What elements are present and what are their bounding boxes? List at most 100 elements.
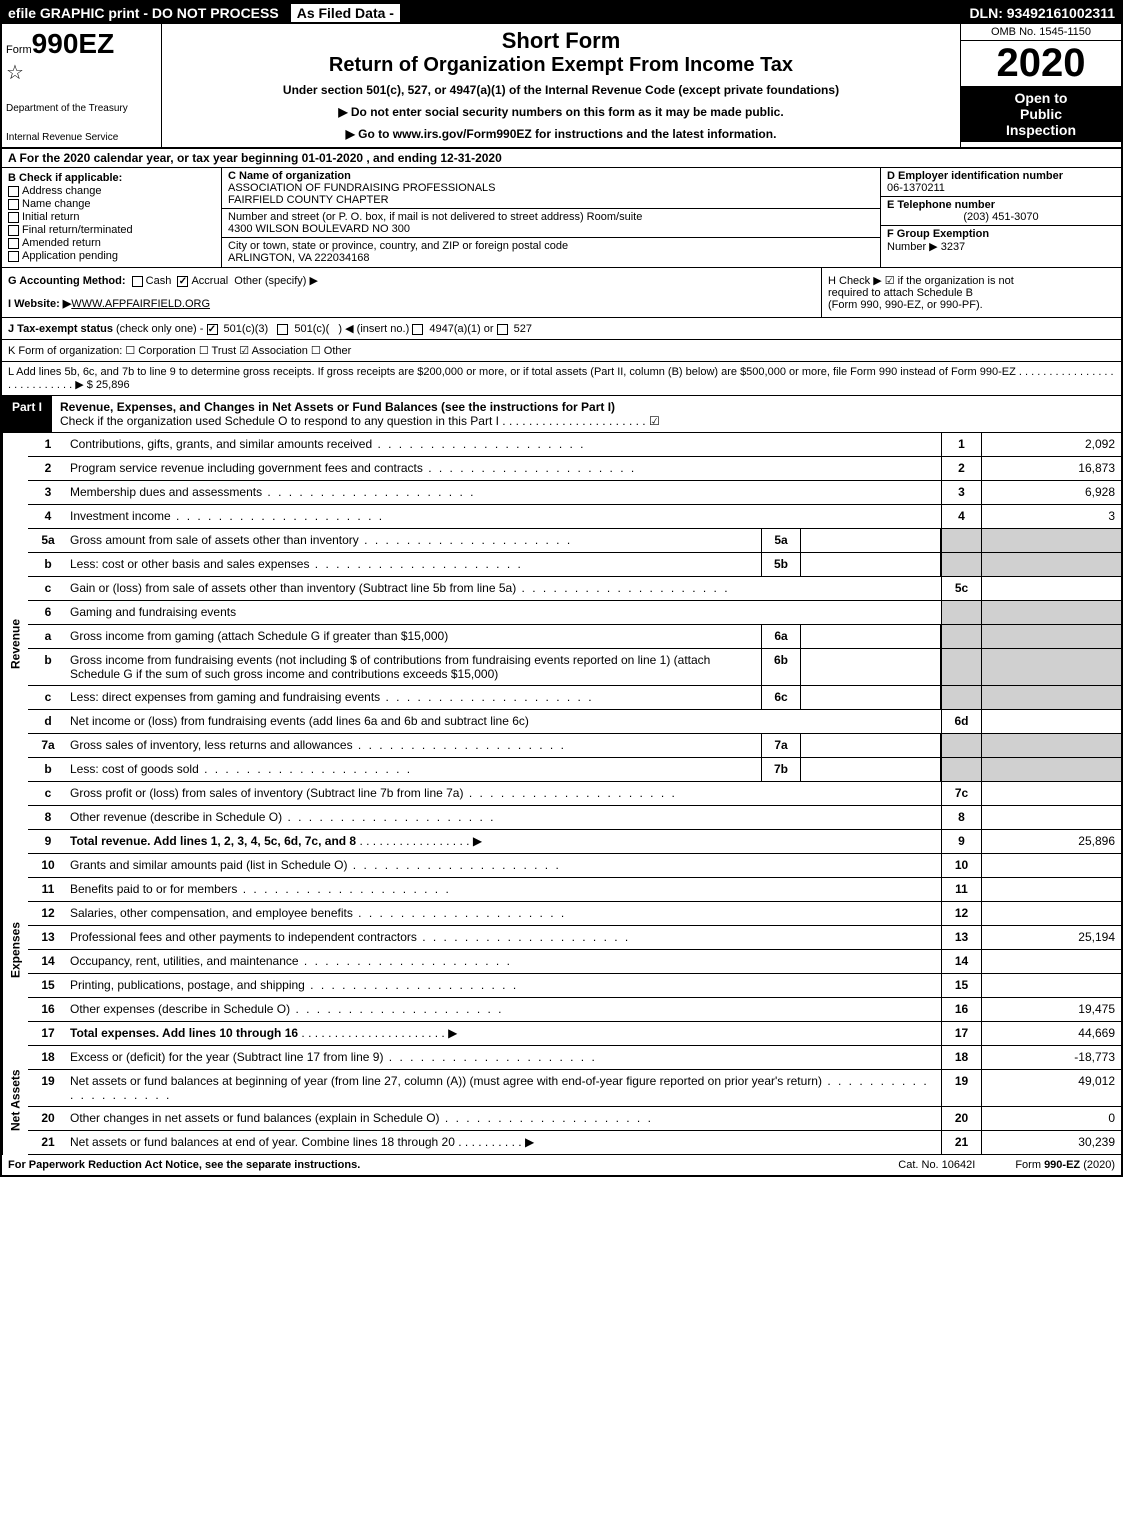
- dept-treasury: Department of the Treasury: [6, 103, 157, 114]
- c-city-cell: City or town, state or province, country…: [222, 238, 880, 266]
- form-page: efile GRAPHIC print - DO NOT PROCESS As …: [0, 0, 1123, 1177]
- line-6d: dNet income or (loss) from fundraising e…: [28, 710, 1121, 734]
- cb-pending[interactable]: Application pending: [8, 250, 215, 262]
- col-d: D Employer identification number 06-1370…: [881, 168, 1121, 267]
- line-6a: aGross income from gaming (attach Schedu…: [28, 625, 1121, 649]
- org-name-1: ASSOCIATION OF FUNDRAISING PROFESSIONALS: [228, 182, 874, 194]
- line-2: 2Program service revenue including gover…: [28, 457, 1121, 481]
- c-street-label: Number and street (or P. O. box, if mail…: [228, 211, 874, 223]
- cb-name[interactable]: Name change: [8, 198, 215, 210]
- open-line1: Open to: [965, 90, 1117, 106]
- f-group-cell: F Group Exemption Number ▶ 3237: [881, 226, 1121, 255]
- part1-title: Revenue, Expenses, and Changes in Net As…: [52, 396, 1121, 432]
- c-street-cell: Number and street (or P. O. box, if mail…: [222, 209, 880, 238]
- cb-accrual[interactable]: ✓: [177, 276, 188, 287]
- line-13: 13Professional fees and other payments t…: [28, 926, 1121, 950]
- open-line2: Public: [965, 106, 1117, 122]
- line-16: 16Other expenses (describe in Schedule O…: [28, 998, 1121, 1022]
- tax-year: 2020: [961, 41, 1121, 86]
- footer-left: For Paperwork Reduction Act Notice, see …: [8, 1159, 360, 1171]
- phone-value: (203) 451-3070: [887, 211, 1115, 223]
- cb-final[interactable]: Final return/terminated: [8, 224, 215, 236]
- expenses-side-label: Expenses: [2, 854, 28, 1046]
- right-box: OMB No. 1545-1150 2020 Open to Public In…: [961, 24, 1121, 147]
- footer: For Paperwork Reduction Act Notice, see …: [2, 1155, 1121, 1175]
- line-6b: bGross income from fundraising events (n…: [28, 649, 1121, 686]
- line-10: 10Grants and similar amounts paid (list …: [28, 854, 1121, 878]
- line-18: 18Excess or (deficit) for the year (Subt…: [28, 1046, 1121, 1070]
- footer-mid: Cat. No. 10642I: [898, 1159, 975, 1171]
- b-header: B Check if applicable:: [8, 172, 215, 184]
- cb-address[interactable]: Address change: [8, 185, 215, 197]
- line-1: 1Contributions, gifts, grants, and simil…: [28, 433, 1121, 457]
- efile-text: efile GRAPHIC print - DO NOT PROCESS: [2, 2, 285, 24]
- line-6: 6Gaming and fundraising events: [28, 601, 1121, 625]
- omb-number: OMB No. 1545-1150: [961, 24, 1121, 41]
- line-12: 12Salaries, other compensation, and empl…: [28, 902, 1121, 926]
- form-id-box: Form990EZ ☆ Department of the Treasury I…: [2, 24, 162, 147]
- line-4: 4Investment income43: [28, 505, 1121, 529]
- d-ein-cell: D Employer identification number 06-1370…: [881, 168, 1121, 197]
- col-c: C Name of organization ASSOCIATION OF FU…: [222, 168, 881, 267]
- col-b: B Check if applicable: Address change Na…: [2, 168, 222, 267]
- line-a: A For the 2020 calendar year, or tax yea…: [2, 149, 1121, 168]
- j-row: J Tax-exempt status J Tax-exempt status …: [2, 318, 1121, 340]
- c-name-cell: C Name of organization ASSOCIATION OF FU…: [222, 168, 880, 209]
- e-label: E Telephone number: [887, 199, 1115, 211]
- arrow-ssn: ▶ Do not enter social security numbers o…: [170, 105, 952, 119]
- title-row: Form990EZ ☆ Department of the Treasury I…: [2, 24, 1121, 149]
- expenses-section: Expenses 10Grants and similar amounts pa…: [2, 854, 1121, 1046]
- part1-header: Part I Revenue, Expenses, and Changes in…: [2, 396, 1121, 433]
- form-word: Form: [6, 44, 32, 56]
- h-line1: H Check ▶ ☑ if the organization is not: [828, 274, 1115, 287]
- cb-initial[interactable]: Initial return: [8, 211, 215, 223]
- d-label: D Employer identification number: [887, 170, 1115, 182]
- line-15: 15Printing, publications, postage, and s…: [28, 974, 1121, 998]
- l-row: L Add lines 5b, 6c, and 7b to line 9 to …: [2, 362, 1121, 396]
- line-19: 19Net assets or fund balances at beginni…: [28, 1070, 1121, 1107]
- title-area: Short Form Return of Organization Exempt…: [162, 24, 961, 147]
- line-5b: bLess: cost or other basis and sales exp…: [28, 553, 1121, 577]
- org-name-2: FAIRFIELD COUNTY CHAPTER: [228, 194, 874, 206]
- line-9: 9Total revenue. Add lines 1, 2, 3, 4, 5c…: [28, 830, 1121, 854]
- return-title: Return of Organization Exempt From Incom…: [170, 54, 952, 77]
- dln-text: DLN: 93492161002311: [963, 2, 1121, 24]
- bc-row: B Check if applicable: Address change Na…: [2, 168, 1121, 268]
- arrow-goto: ▶ Go to www.irs.gov/Form990EZ for instru…: [170, 127, 952, 141]
- g-accounting: G Accounting Method: Cash ✓Accrual Other…: [2, 268, 821, 317]
- ein-value: 06-1370211: [887, 182, 1115, 194]
- as-filed-box: As Filed Data -: [289, 2, 402, 24]
- line-5a: 5aGross amount from sale of assets other…: [28, 529, 1121, 553]
- line-6c: cLess: direct expenses from gaming and f…: [28, 686, 1121, 710]
- line-8: 8Other revenue (describe in Schedule O)8: [28, 806, 1121, 830]
- netassets-side-label: Net Assets: [2, 1046, 28, 1155]
- website-value: WWW.AFPFAIRFIELD.ORG: [71, 298, 210, 310]
- line-5c: cGain or (loss) from sale of assets othe…: [28, 577, 1121, 601]
- group-value: 3237: [941, 241, 965, 253]
- revenue-section: Revenue 1Contributions, gifts, grants, a…: [2, 433, 1121, 854]
- cb-amended[interactable]: Amended return: [8, 237, 215, 249]
- line-3: 3Membership dues and assessments36,928: [28, 481, 1121, 505]
- line-20: 20Other changes in net assets or fund ba…: [28, 1107, 1121, 1131]
- f-label2: Number ▶: [887, 241, 938, 253]
- k-row: K Form of organization: ☐ Corporation ☐ …: [2, 340, 1121, 362]
- form-number: 990EZ: [32, 28, 115, 59]
- cb-cash[interactable]: [132, 276, 143, 287]
- line-11: 11Benefits paid to or for members11: [28, 878, 1121, 902]
- line-14: 14Occupancy, rent, utilities, and mainte…: [28, 950, 1121, 974]
- revenue-side-label: Revenue: [2, 433, 28, 854]
- f-label: F Group Exemption: [887, 228, 989, 240]
- irs-label: Internal Revenue Service: [6, 132, 157, 143]
- line-17: 17Total expenses. Add lines 10 through 1…: [28, 1022, 1121, 1046]
- efile-header-bar: efile GRAPHIC print - DO NOT PROCESS As …: [2, 2, 1121, 24]
- h-line3: (Form 990, 990-EZ, or 990-PF).: [828, 299, 1115, 311]
- short-form-title: Short Form: [170, 28, 952, 54]
- org-street: 4300 WILSON BOULEVARD NO 300: [228, 223, 874, 235]
- part1-check: Check if the organization used Schedule …: [60, 414, 660, 428]
- open-to-public: Open to Public Inspection: [961, 86, 1121, 142]
- under-section: Under section 501(c), 527, or 4947(a)(1)…: [170, 83, 952, 97]
- c-name-label: C Name of organization: [228, 170, 874, 182]
- h-line2: required to attach Schedule B: [828, 287, 1115, 299]
- org-city: ARLINGTON, VA 222034168: [228, 252, 874, 264]
- line-7b: bLess: cost of goods sold7b: [28, 758, 1121, 782]
